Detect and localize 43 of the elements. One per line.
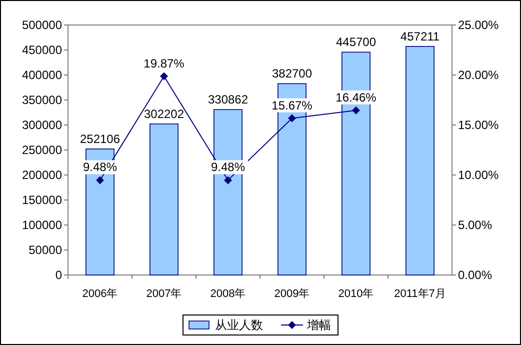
x-tick-label: 2011年7月 <box>394 288 446 300</box>
legend-label: 增幅 <box>306 318 331 332</box>
point <box>352 106 360 114</box>
x-tick-label: 2008年 <box>210 288 246 300</box>
data-label: 9.48% <box>210 160 246 174</box>
data-label: 457211 <box>400 29 440 44</box>
y-tick-label: 350000 <box>22 93 62 107</box>
y-tick-label: 50000 <box>28 243 62 257</box>
y2-tick-label: 5.00% <box>458 218 492 232</box>
point <box>288 114 296 122</box>
data-label: 252106 <box>80 132 120 146</box>
x-tick-label: 2006年 <box>82 288 118 300</box>
bar <box>150 124 178 276</box>
data-label: 445700 <box>336 35 376 50</box>
y2-tick-label: 25.00% <box>458 18 500 32</box>
x-tick-label: 2010年 <box>338 288 374 300</box>
data-label: 19.87% <box>144 56 185 70</box>
bar <box>406 46 434 276</box>
x-tick-label: 2009年 <box>274 288 310 300</box>
legend-label: 从业人数 <box>215 318 263 332</box>
y2-tick-label: 20.00% <box>458 68 500 82</box>
y2-tick-label: 0.00% <box>458 268 492 282</box>
y-tick-label: 0 <box>55 268 62 282</box>
y2-tick-label: 15.00% <box>458 118 500 132</box>
point <box>160 72 168 80</box>
point <box>96 176 104 184</box>
y-tick-label: 400000 <box>22 68 62 82</box>
y-tick-label: 150000 <box>22 193 62 207</box>
y-tick-label: 300000 <box>22 118 62 132</box>
data-label: 382700 <box>272 66 312 81</box>
y2-tick-label: 10.00% <box>458 168 500 182</box>
point <box>224 176 232 184</box>
data-label: 302202 <box>144 106 184 121</box>
y-tick-label: 250000 <box>22 143 62 157</box>
y-tick-label: 500000 <box>22 18 62 32</box>
y-tick-label: 450000 <box>22 43 62 57</box>
y-tick-label: 200000 <box>22 168 62 182</box>
data-label: 330862 <box>208 92 248 107</box>
data-label: 16.46% <box>336 90 377 104</box>
x-tick-label: 2007年 <box>146 288 182 300</box>
data-label: 9.48% <box>82 160 118 174</box>
data-label: 15.67% <box>272 98 313 112</box>
y-tick-label: 100000 <box>22 218 62 232</box>
